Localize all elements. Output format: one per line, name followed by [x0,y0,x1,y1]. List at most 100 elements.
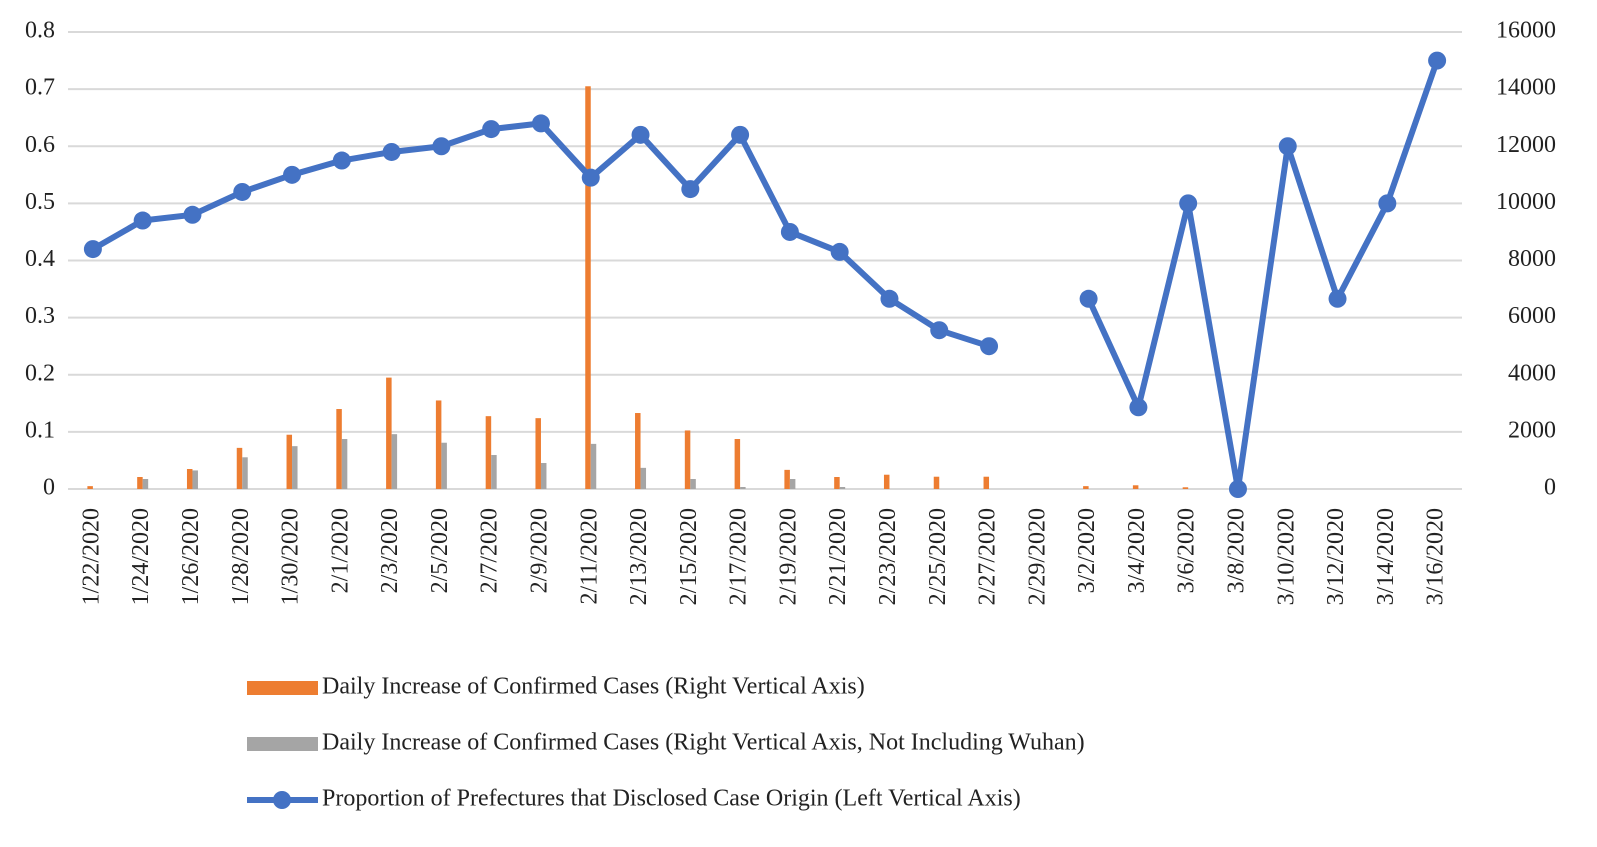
line-marker [980,337,999,356]
legend-label: Daily Increase of Confirmed Cases (Right… [322,674,865,700]
x-tick-label: 2/7/2020 [477,508,503,593]
bar [435,400,442,489]
line-marker [731,125,750,144]
bar [590,443,597,489]
bar [740,487,746,489]
x-tick-label: 3/16/2020 [1423,508,1449,605]
x-tick-label: 3/8/2020 [1223,508,1249,593]
x-tick-label: 2/29/2020 [1024,508,1050,605]
x-tick-label: 1/26/2020 [178,508,204,605]
y2-tick-label: 10000 [1496,189,1556,215]
y-tick-label: 0 [43,475,55,501]
x-tick-label: 3/10/2020 [1273,508,1299,605]
line-marker [1129,398,1148,417]
y-tick-label: 0.1 [25,417,55,443]
line-marker [183,205,202,224]
bar [336,409,342,489]
bar [1132,485,1139,489]
x-tick-label: 2/5/2020 [427,508,453,593]
line-marker [1278,137,1297,156]
line-marker [681,180,700,199]
bar [734,439,741,489]
bar [341,439,348,489]
x-tick-label: 3/2/2020 [1074,508,1100,593]
line-marker [1378,194,1397,213]
bar [441,442,447,489]
bar [834,477,840,489]
bar [386,377,392,489]
x-tick-label: 2/3/2020 [377,508,403,593]
y-tick-label: 0.7 [25,75,55,101]
legend-label: Daily Increase of Confirmed Cases (Right… [322,730,1085,756]
line-marker [382,142,401,161]
bar [635,413,641,489]
y2-tick-label: 14000 [1496,75,1556,101]
bar [87,486,93,489]
bar [684,430,691,489]
bar [883,474,890,489]
x-tick-label: 2/27/2020 [975,508,1001,605]
bar [192,470,198,489]
y-tick-label: 0.3 [25,303,55,329]
line-marker [930,321,949,340]
line-marker [332,151,351,170]
line-marker [531,114,550,133]
bar [839,487,846,489]
y-tick-label: 0.8 [25,18,55,44]
y-tick-label: 0.5 [25,189,55,215]
y2-tick-label: 0 [1544,475,1556,501]
bar [391,434,398,489]
y2-tick-label: 12000 [1496,132,1556,158]
line-marker [1428,51,1447,70]
y2-tick-label: 6000 [1508,303,1556,329]
bar [535,418,541,489]
y-tick-label: 0.4 [25,246,55,272]
x-tick-label: 2/13/2020 [626,508,652,605]
line-marker [83,240,102,259]
bar [789,479,796,489]
line-marker [1328,289,1347,308]
x-tick-label: 2/15/2020 [676,508,702,605]
bar [186,469,193,489]
y2-tick-label: 16000 [1496,18,1556,44]
line-marker [283,165,302,184]
legend-swatch [273,791,291,809]
x-tick-label: 2/23/2020 [875,508,901,605]
line-marker [581,168,600,187]
line-marker [830,242,849,261]
x-tick-label: 3/6/2020 [1174,508,1200,593]
line-marker [482,120,501,139]
line-marker [1179,194,1198,213]
bar [640,467,647,489]
x-tick-label: 2/9/2020 [526,508,552,593]
x-tick-label: 2/19/2020 [775,508,801,605]
x-tick-label: 1/22/2020 [78,508,104,605]
bar [1182,487,1189,489]
legend-swatch [247,681,318,695]
bar [933,476,940,489]
line-marker [432,137,451,156]
x-tick-label: 1/28/2020 [228,508,254,605]
line-marker [1228,480,1247,498]
line-marker [780,222,799,241]
legend-swatch [247,737,318,751]
bar [142,479,149,489]
bar [491,455,497,489]
bar [540,463,547,489]
bar [236,447,243,489]
x-tick-label: 2/11/2020 [576,508,602,604]
bar [286,434,293,489]
y-tick-label: 0.2 [25,360,55,386]
x-tick-label: 1/24/2020 [128,508,154,605]
bar [292,446,298,489]
x-tick-label: 2/25/2020 [925,508,951,605]
x-tick-label: 1/30/2020 [278,508,304,605]
bar [784,469,790,489]
x-tick-label: 3/4/2020 [1124,508,1150,593]
line-marker [1079,289,1098,308]
x-tick-label: 2/17/2020 [726,508,752,605]
line-marker [880,289,899,308]
y2-tick-label: 8000 [1508,246,1556,272]
bar [585,86,591,490]
